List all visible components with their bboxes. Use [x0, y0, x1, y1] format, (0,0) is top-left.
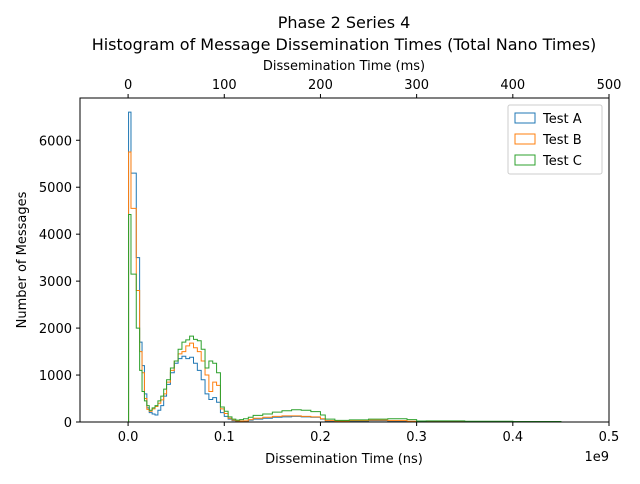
plot-frame [79, 97, 610, 423]
x-tick-label: 0.5 [599, 430, 620, 445]
y-axis-label: Number of Messages [15, 191, 30, 328]
legend-swatch-2 [514, 133, 536, 145]
y-tick-label: 0 [64, 416, 72, 431]
series-3-step-line [128, 213, 609, 423]
secondary-x-tick-label: 200 [308, 78, 333, 93]
secondary-x-tick-label: 100 [212, 78, 237, 93]
legend-box [507, 104, 603, 175]
legend-label-3: Test C [542, 154, 582, 169]
y-tick-label: 1000 [39, 369, 72, 384]
y-tick-label: 5000 [39, 181, 72, 196]
x-tick-label: 0.3 [406, 430, 427, 445]
legend-swatch-1 [514, 112, 536, 124]
x-axis-label: Dissemination Time (ns) [265, 452, 423, 467]
secondary-x-tick-label: 400 [500, 78, 525, 93]
chart-subtitle: Histogram of Message Dissemination Times… [92, 35, 597, 54]
secondary-x-tick-label: 300 [404, 78, 429, 93]
y-tick-label: 4000 [39, 228, 72, 243]
x-axis-offset-text: 1e9 [584, 450, 609, 465]
x-tick-label: 0.2 [310, 430, 331, 445]
x-tick-label: 0.4 [502, 430, 523, 445]
y-tick-label: 6000 [39, 134, 72, 149]
legend: Test A Test B Test C [507, 104, 603, 175]
y-tick-label: 2000 [39, 322, 72, 337]
secondary-x-tick-label: 500 [597, 78, 622, 93]
secondary-x-tick-label: 0 [124, 78, 132, 93]
secondary-x-axis-label: Dissemination Time (ms) [263, 59, 425, 74]
series-2-step-line [128, 151, 609, 423]
chart-title: Phase 2 Series 4 [278, 13, 411, 32]
x-tick-label: 0.0 [118, 430, 139, 445]
x-tick-label: 0.1 [214, 430, 235, 445]
legend-label-2: Test B [542, 133, 582, 148]
y-tick-label: 3000 [39, 275, 72, 290]
plot-area: 0.0 0.1 0.2 0.3 0.4 0.50 100 200 300 400 500010002… [39, 78, 622, 445]
legend-label-1: Test A [542, 112, 582, 127]
legend-swatch-3 [514, 154, 536, 166]
